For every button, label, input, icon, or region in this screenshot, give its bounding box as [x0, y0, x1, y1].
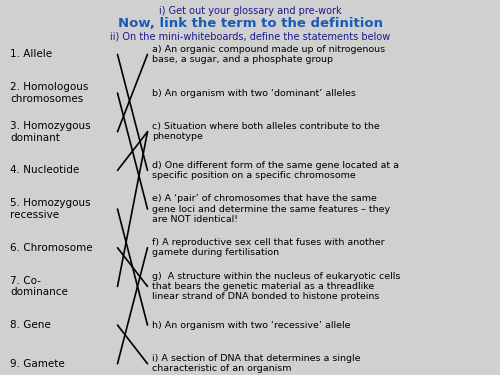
- Text: 8. Gene: 8. Gene: [10, 320, 51, 330]
- Text: 6. Chromosome: 6. Chromosome: [10, 243, 92, 253]
- Text: h) An organism with two ‘recessive’ allele: h) An organism with two ‘recessive’ alle…: [152, 321, 351, 330]
- Text: f) A reproductive sex cell that fuses with another
gamete during fertilisation: f) A reproductive sex cell that fuses wi…: [152, 238, 385, 257]
- Text: e) A ‘pair’ of chromosomes that have the same
gene loci and determine the same f: e) A ‘pair’ of chromosomes that have the…: [152, 194, 390, 224]
- Text: 1. Allele: 1. Allele: [10, 50, 52, 59]
- Text: a) An organic compound made up of nitrogenous
base, a sugar, and a phosphate gro: a) An organic compound made up of nitrog…: [152, 45, 386, 64]
- Text: 4. Nucleotide: 4. Nucleotide: [10, 165, 79, 176]
- Text: 2. Homologous
chromosomes: 2. Homologous chromosomes: [10, 82, 88, 104]
- Text: 5. Homozygous
recessive: 5. Homozygous recessive: [10, 198, 90, 220]
- Text: ii) On the mini-whiteboards, define the statements below: ii) On the mini-whiteboards, define the …: [110, 32, 390, 42]
- Text: g)  A structure within the nucleus of eukaryotic cells
that bears the genetic ma: g) A structure within the nucleus of euk…: [152, 272, 401, 301]
- Text: 7. Co-
dominance: 7. Co- dominance: [10, 276, 68, 297]
- Text: 3. Homozygous
dominant: 3. Homozygous dominant: [10, 121, 90, 142]
- Text: d) One different form of the same gene located at a
specific position on a speci: d) One different form of the same gene l…: [152, 161, 400, 180]
- Text: i) Get out your glossary and pre-work: i) Get out your glossary and pre-work: [158, 6, 342, 16]
- Text: Now, link the term to the definition: Now, link the term to the definition: [118, 17, 382, 30]
- Text: b) An organism with two ‘dominant’ alleles: b) An organism with two ‘dominant’ allel…: [152, 88, 356, 98]
- Text: c) Situation where both alleles contribute to the
phenotype: c) Situation where both alleles contribu…: [152, 122, 380, 141]
- Text: i) A section of DNA that determines a single
characteristic of an organism: i) A section of DNA that determines a si…: [152, 354, 361, 374]
- Text: 9. Gamete: 9. Gamete: [10, 359, 65, 369]
